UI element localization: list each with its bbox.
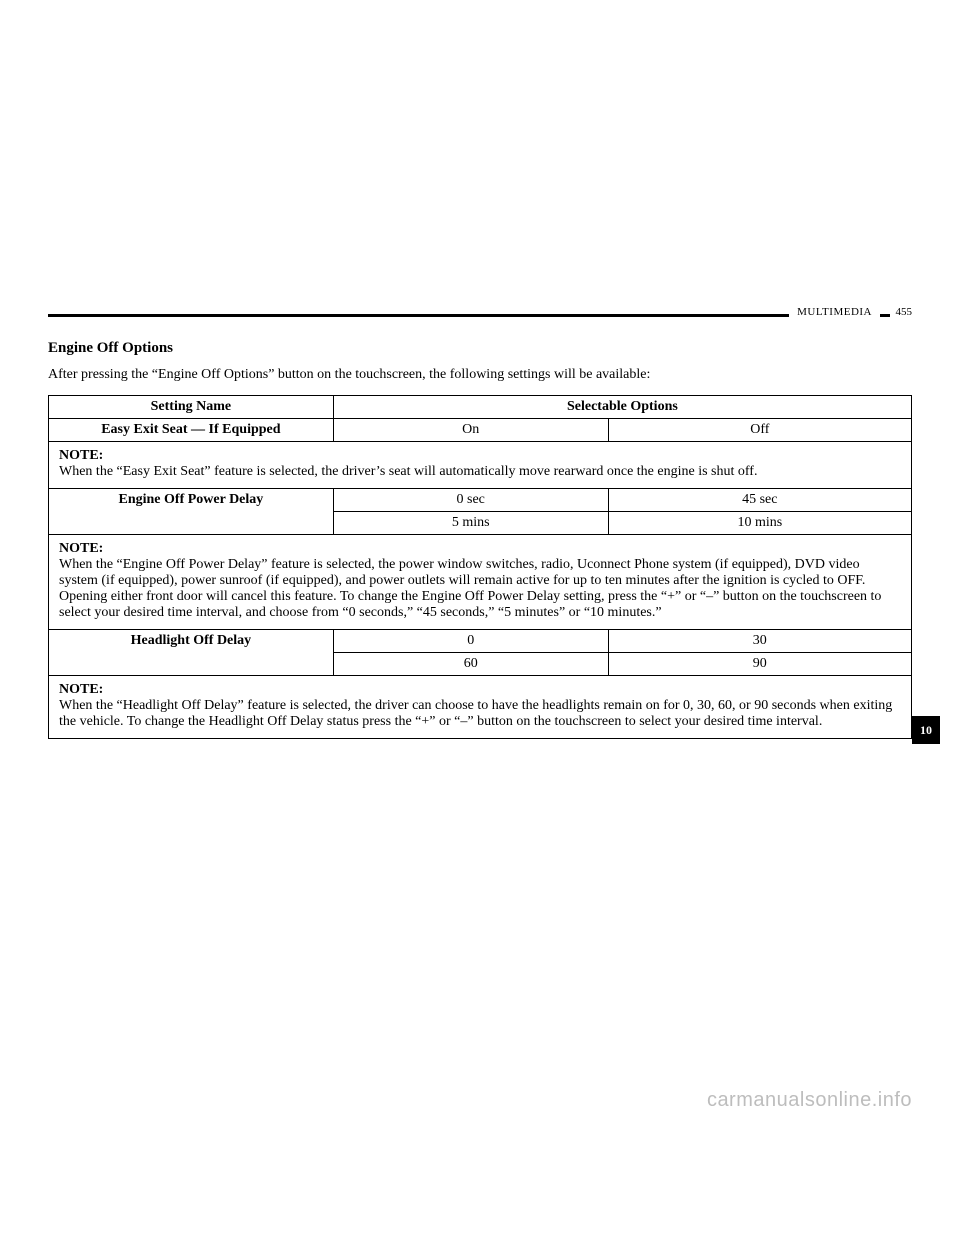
note-text: When the “Engine Off Power Delay” featur… (59, 557, 881, 620)
option-cell: 10 mins (608, 512, 911, 535)
option-cell: On (333, 419, 608, 442)
table-row: Headlight Off Delay 0 30 (49, 630, 912, 653)
intro-text: After pressing the “Engine Off Options” … (48, 367, 912, 383)
note-cell: NOTE: When the “Headlight Off Delay” fea… (49, 676, 912, 739)
header-bar: MULTIMEDIA 455 (48, 310, 912, 322)
option-cell: Off (608, 419, 911, 442)
table-note-row: NOTE: When the “Headlight Off Delay” fea… (49, 676, 912, 739)
option-cell: 30 (608, 630, 911, 653)
table-header-row: Setting Name Selectable Options (49, 396, 912, 419)
header-page-number: 455 (890, 306, 913, 318)
note-text: When the “Headlight Off Delay” feature i… (59, 698, 892, 729)
header-divider (48, 314, 912, 317)
col-setting-name: Setting Name (49, 396, 334, 419)
note-label: NOTE: (59, 682, 901, 698)
note-cell: NOTE: When the “Engine Off Power Delay” … (49, 535, 912, 630)
option-cell: 60 (333, 653, 608, 676)
table-note-row: NOTE: When the “Easy Exit Seat” feature … (49, 442, 912, 489)
chapter-tab: 10 (912, 716, 940, 744)
note-text: When the “Easy Exit Seat” feature is sel… (59, 464, 757, 479)
header-section: MULTIMEDIA (789, 306, 880, 318)
setting-name: Engine Off Power Delay (49, 489, 334, 535)
setting-name: Easy Exit Seat — If Equipped (49, 419, 334, 442)
option-cell: 45 sec (608, 489, 911, 512)
page: MULTIMEDIA 455 Engine Off Options After … (0, 0, 960, 1242)
table-row: Engine Off Power Delay 0 sec 45 sec (49, 489, 912, 512)
table-row: Easy Exit Seat — If Equipped On Off (49, 419, 912, 442)
note-label: NOTE: (59, 448, 901, 464)
option-cell: 0 sec (333, 489, 608, 512)
note-label: NOTE: (59, 541, 901, 557)
option-cell: 90 (608, 653, 911, 676)
settings-table: Setting Name Selectable Options Easy Exi… (48, 395, 912, 739)
option-cell: 0 (333, 630, 608, 653)
watermark: carmanualsonline.info (707, 1089, 912, 1112)
section-title: Engine Off Options (48, 340, 912, 357)
table-note-row: NOTE: When the “Engine Off Power Delay” … (49, 535, 912, 630)
note-cell: NOTE: When the “Easy Exit Seat” feature … (49, 442, 912, 489)
col-selectable-options: Selectable Options (333, 396, 911, 419)
option-cell: 5 mins (333, 512, 608, 535)
setting-name: Headlight Off Delay (49, 630, 334, 676)
